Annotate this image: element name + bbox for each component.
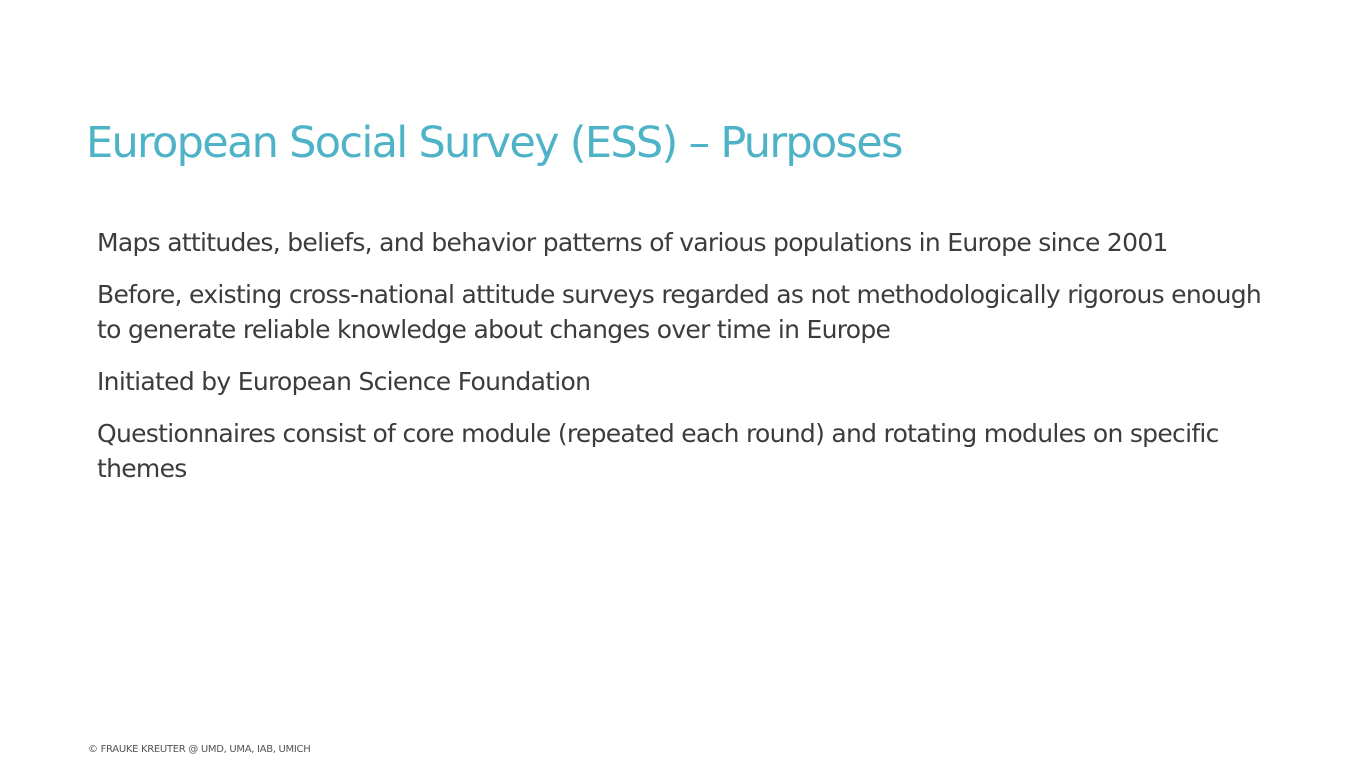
bullet-list: Maps attitudes, beliefs, and behavior pa…	[97, 225, 1287, 503]
slide-title: European Social Survey (ESS) – Purposes	[86, 118, 903, 168]
bullet-item: Before, existing cross-national attitude…	[97, 280, 1262, 344]
bullet-item: Initiated by European Science Foundation	[97, 367, 591, 396]
copyright-footer: © FRAUKE KREUTER @ UMD, UMA, IAB, UMICH	[88, 744, 311, 755]
bullet-item: Questionnaires consist of core module (r…	[97, 419, 1219, 483]
bullet-item: Maps attitudes, beliefs, and behavior pa…	[97, 228, 1168, 257]
